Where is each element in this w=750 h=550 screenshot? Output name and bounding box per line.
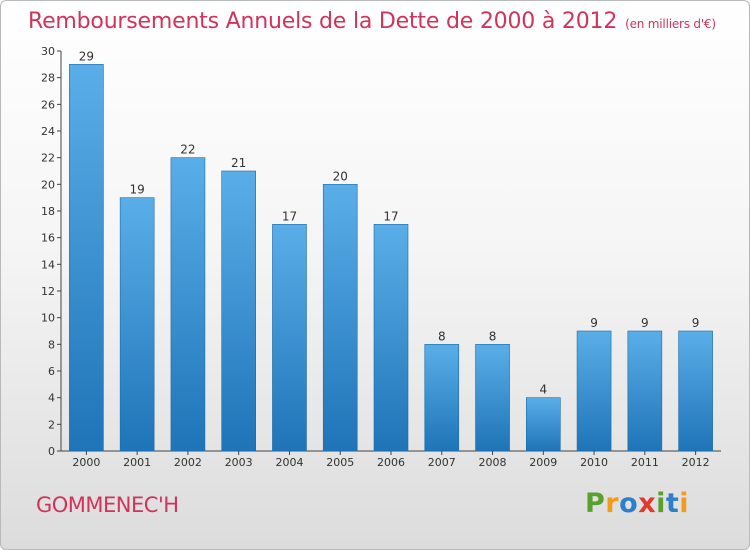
title-text: Remboursements Annuels de la Dette de 20… [28, 9, 618, 34]
bar [119, 197, 155, 452]
x-tick-label: 2011 [631, 456, 659, 469]
y-tick-label: 10 [41, 312, 55, 325]
logo-letter: i [656, 488, 666, 519]
bar-value-label: 8 [438, 329, 446, 343]
x-tick-label: 2001 [123, 456, 151, 469]
x-tick-label: 2002 [174, 456, 202, 469]
bar-value-label: 9 [692, 316, 700, 330]
bar-value-label: 9 [641, 316, 649, 330]
y-tick-label: 26 [41, 98, 55, 111]
logo-letter: P [585, 488, 606, 519]
bar-value-label: 29 [79, 49, 94, 63]
x-tick-label: 2006 [377, 456, 405, 469]
x-tick-label: 2000 [72, 456, 100, 469]
y-tick-label: 14 [41, 258, 55, 271]
x-tick-label: 2008 [479, 456, 507, 469]
x-tick-label: 2010 [580, 456, 608, 469]
y-tick-label: 4 [48, 392, 55, 405]
proxiti-logo: Proxiti [585, 488, 689, 519]
x-tick-label: 2004 [275, 456, 303, 469]
y-tick-label: 8 [48, 338, 55, 351]
title-unit: (en milliers d'€) [625, 17, 716, 31]
bar [322, 184, 358, 452]
bar-value-label: 17 [282, 209, 297, 223]
y-tick-label: 2 [48, 418, 55, 431]
bar-value-label: 21 [231, 156, 246, 170]
bar [221, 170, 256, 452]
bar-value-label: 4 [539, 383, 547, 397]
bar [170, 157, 206, 452]
bar [678, 330, 713, 452]
bar-value-label: 19 [130, 183, 145, 197]
x-tick-label: 2009 [529, 456, 557, 469]
y-tick-label: 30 [41, 45, 55, 58]
bar [373, 224, 409, 452]
logo-letter: o [619, 488, 639, 519]
y-tick-label: 24 [41, 125, 55, 138]
bar-value-label: 17 [383, 209, 398, 223]
y-tick-label: 28 [41, 72, 55, 85]
x-tick-label: 2003 [225, 456, 253, 469]
bar [69, 64, 104, 452]
commune-name: GOMMENEC'H [36, 493, 179, 517]
bar-value-label: 8 [489, 329, 497, 343]
logo-letter: i [679, 488, 690, 519]
logo-letter: x [638, 488, 657, 519]
y-tick-label: 6 [48, 365, 55, 378]
bar-value-label: 20 [333, 169, 348, 183]
bar [272, 224, 307, 452]
bar-value-label: 9 [590, 316, 598, 330]
logo-letter: t [665, 488, 680, 519]
x-tick-label: 2012 [682, 456, 710, 469]
logo-letter: r [605, 488, 620, 519]
y-tick-label: 22 [41, 152, 55, 165]
y-tick-label: 12 [41, 285, 55, 298]
bar [424, 344, 460, 452]
chart-title: Remboursements Annuels de la Dette de 20… [28, 9, 716, 34]
y-tick-label: 18 [41, 205, 55, 218]
bar [576, 330, 612, 452]
y-tick-label: 16 [41, 232, 55, 245]
y-tick-label: 0 [48, 445, 55, 458]
bar [526, 397, 561, 452]
x-tick-label: 2007 [428, 456, 456, 469]
x-tick-label: 2005 [326, 456, 354, 469]
bar [627, 330, 663, 452]
bar-value-label: 22 [180, 143, 195, 157]
bar [475, 344, 510, 452]
y-tick-label: 20 [41, 178, 55, 191]
